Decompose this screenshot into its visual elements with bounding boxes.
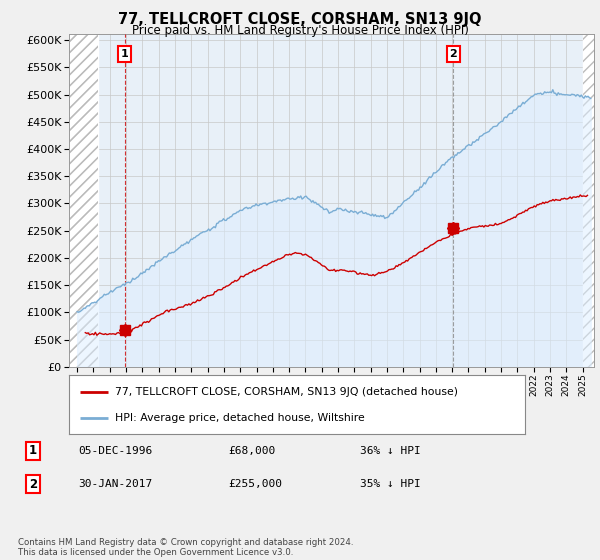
Text: 05-DEC-1996: 05-DEC-1996 <box>78 446 152 456</box>
Text: £255,000: £255,000 <box>228 479 282 489</box>
Text: Price paid vs. HM Land Registry's House Price Index (HPI): Price paid vs. HM Land Registry's House … <box>131 24 469 37</box>
Text: 2: 2 <box>29 478 37 491</box>
Text: 36% ↓ HPI: 36% ↓ HPI <box>360 446 421 456</box>
Text: Contains HM Land Registry data © Crown copyright and database right 2024.
This d: Contains HM Land Registry data © Crown c… <box>18 538 353 557</box>
Text: 1: 1 <box>29 444 37 458</box>
Text: 2: 2 <box>449 49 457 59</box>
Text: HPI: Average price, detached house, Wiltshire: HPI: Average price, detached house, Wilt… <box>115 413 364 423</box>
Text: 77, TELLCROFT CLOSE, CORSHAM, SN13 9JQ: 77, TELLCROFT CLOSE, CORSHAM, SN13 9JQ <box>118 12 482 27</box>
Text: 30-JAN-2017: 30-JAN-2017 <box>78 479 152 489</box>
Text: 1: 1 <box>121 49 128 59</box>
Text: £68,000: £68,000 <box>228 446 275 456</box>
Text: 77, TELLCROFT CLOSE, CORSHAM, SN13 9JQ (detached house): 77, TELLCROFT CLOSE, CORSHAM, SN13 9JQ (… <box>115 386 458 396</box>
Text: 35% ↓ HPI: 35% ↓ HPI <box>360 479 421 489</box>
